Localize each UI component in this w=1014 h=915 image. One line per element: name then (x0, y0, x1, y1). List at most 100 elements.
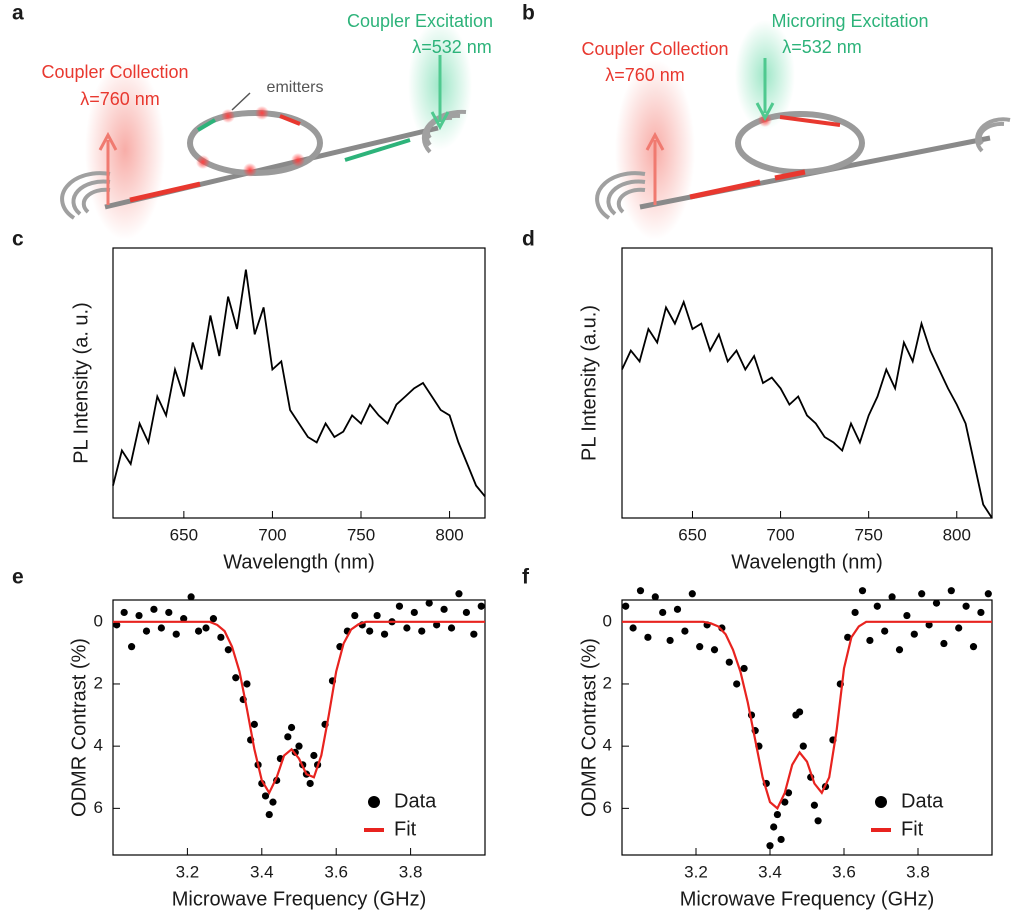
data-point (984, 590, 992, 598)
data-point (636, 587, 645, 595)
data-point (217, 633, 225, 641)
x-tick-label: 750 (347, 525, 375, 544)
data-point (395, 602, 404, 610)
data-point (232, 674, 240, 682)
data-point (866, 636, 874, 645)
data-point (733, 680, 741, 688)
data-point (403, 624, 411, 632)
arrow (689, 169, 806, 200)
plot-frame (112, 247, 486, 519)
data-point (858, 587, 867, 595)
excitation-label: Microring Excitation (771, 11, 928, 31)
x-tick-label: 800 (943, 525, 971, 544)
data-point (150, 605, 158, 613)
y-axis-label: ODMR Contrast (%) (578, 638, 600, 817)
excitation-arrow (430, 55, 450, 131)
y-tick-label: 2 (94, 673, 103, 692)
y-axis-label: ODMR Contrast (%) (68, 638, 90, 817)
data-point (796, 708, 804, 716)
spectrum-line (621, 299, 993, 519)
arrow (779, 115, 841, 127)
fit-line (113, 620, 485, 796)
x-tick-label: 650 (170, 525, 198, 544)
data-point (380, 630, 389, 638)
x-tick-label: 3.6 (324, 862, 348, 881)
y-tick-label: 0 (94, 611, 103, 630)
x-tick-label: 3.4 (250, 862, 274, 881)
data-point (351, 611, 359, 620)
y-tick-label: 6 (94, 798, 103, 817)
data-point (895, 646, 904, 654)
data-point (287, 723, 296, 732)
y-axis-label: PL Intensity (a.u.) (578, 305, 600, 461)
data-point (955, 624, 963, 632)
data-point (766, 842, 774, 850)
arrow (196, 118, 217, 132)
data-point (725, 658, 733, 666)
data-point (947, 587, 955, 595)
data-point (940, 639, 948, 648)
data-point (425, 599, 433, 607)
data-point (873, 602, 881, 610)
legend-label: Fit (901, 818, 924, 840)
x-tick-label: 3.8 (399, 862, 423, 881)
x-tick-label: 3.6 (832, 862, 856, 881)
diagram-a: a Coupler Collection λ=760 nm emitters C… (12, 2, 493, 240)
data-point (851, 608, 859, 617)
data-point (165, 608, 173, 617)
data-point (903, 611, 911, 620)
data-point (209, 615, 218, 623)
x-axis-label: Wavelength (nm) (223, 551, 375, 573)
data-point (135, 611, 143, 620)
panel-label: c (12, 228, 24, 251)
microring (735, 111, 865, 175)
data-point (462, 608, 470, 617)
diagram-b: b Coupler Collection λ=760 nm Microring … (522, 2, 1011, 240)
excitation-label: Coupler Excitation (347, 11, 493, 31)
data-point (202, 624, 210, 632)
y-axis-label: PL Intensity (a. u.) (70, 302, 92, 464)
emitters-label: emitters (267, 79, 324, 96)
data-point (651, 593, 659, 601)
data-point (306, 779, 314, 788)
data-point (265, 810, 273, 819)
y-tick-label: 4 (603, 736, 612, 755)
collection-label: Coupler Collection (581, 39, 728, 59)
x-tick-label: 800 (435, 525, 463, 544)
data-point (740, 664, 748, 673)
data-point (773, 810, 782, 819)
data-point (243, 680, 251, 688)
x-tick-label: 700 (766, 525, 794, 544)
data-point (799, 742, 807, 750)
plot-frame (621, 247, 993, 519)
data-point (128, 643, 136, 651)
panel-label: b (522, 2, 535, 25)
legend-symbol (875, 796, 887, 808)
panel-label: d (522, 228, 535, 251)
data-point (187, 593, 195, 601)
data-point (925, 621, 933, 629)
data-point (881, 627, 889, 635)
data-point (180, 615, 188, 623)
legend-label: Data (901, 790, 944, 812)
data-point (157, 624, 165, 632)
x-tick-label: 700 (258, 525, 286, 544)
collection-glow (85, 60, 165, 240)
data-point (918, 590, 926, 598)
x-tick-label: 3.2 (684, 862, 708, 881)
y-tick-label: 4 (94, 736, 103, 755)
emitter (196, 106, 305, 177)
wavelength-label: λ=760 nm (605, 65, 685, 85)
data-point (629, 624, 637, 632)
y-tick-label: 0 (603, 611, 612, 630)
data-point (688, 590, 696, 598)
data-point (295, 742, 303, 750)
spectrum-line (112, 269, 486, 497)
wavelength-label: λ=760 nm (80, 89, 160, 109)
data-point (932, 599, 941, 607)
data-point (310, 751, 318, 760)
data-point (250, 720, 258, 728)
pointer (231, 92, 251, 111)
data-point (910, 630, 918, 638)
data-point (284, 733, 292, 741)
